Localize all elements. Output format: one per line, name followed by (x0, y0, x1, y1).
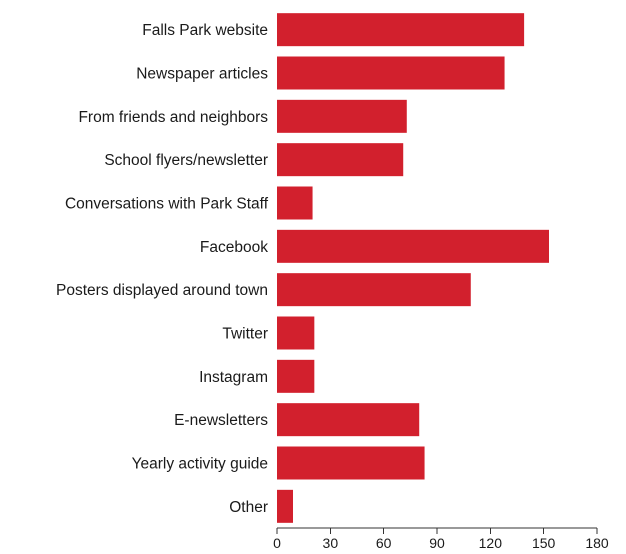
x-tick-label: 90 (429, 535, 445, 551)
bar-6 (277, 273, 471, 307)
bar-0 (277, 13, 525, 47)
category-label: Falls Park website (142, 22, 268, 39)
bar-10 (277, 446, 425, 480)
bar-7 (277, 316, 315, 350)
bar-11 (277, 489, 293, 523)
bar-9 (277, 403, 420, 437)
category-label: E-newsletters (174, 412, 268, 429)
bar-8 (277, 359, 315, 393)
bar-2 (277, 99, 407, 133)
x-tick-label: 150 (532, 535, 556, 551)
x-tick-label: 30 (323, 535, 339, 551)
category-label: Other (229, 499, 268, 516)
category-label: Facebook (200, 239, 268, 256)
category-label: Instagram (199, 369, 268, 386)
x-tick-label: 0 (273, 535, 281, 551)
category-label: From friends and neighbors (78, 109, 268, 126)
bar-3 (277, 143, 404, 177)
x-tick-label: 120 (479, 535, 503, 551)
bars-layer (277, 13, 549, 523)
category-label: School flyers/newsletter (104, 152, 268, 169)
x-tick-label: 60 (376, 535, 392, 551)
category-label: Conversations with Park Staff (65, 196, 269, 213)
category-label: Twitter (222, 326, 268, 343)
category-label: Yearly activity guide (132, 456, 268, 473)
category-label: Newspaper articles (136, 66, 268, 83)
category-label: Posters displayed around town (56, 282, 268, 299)
x-tick-label: 180 (585, 535, 609, 551)
bar-1 (277, 56, 505, 90)
category-labels: Falls Park website Newspaper articles From… (56, 22, 269, 516)
bar-4 (277, 186, 313, 220)
bar-5 (277, 229, 549, 263)
x-axis: 0 30 60 90 120 150 180 (273, 527, 609, 551)
